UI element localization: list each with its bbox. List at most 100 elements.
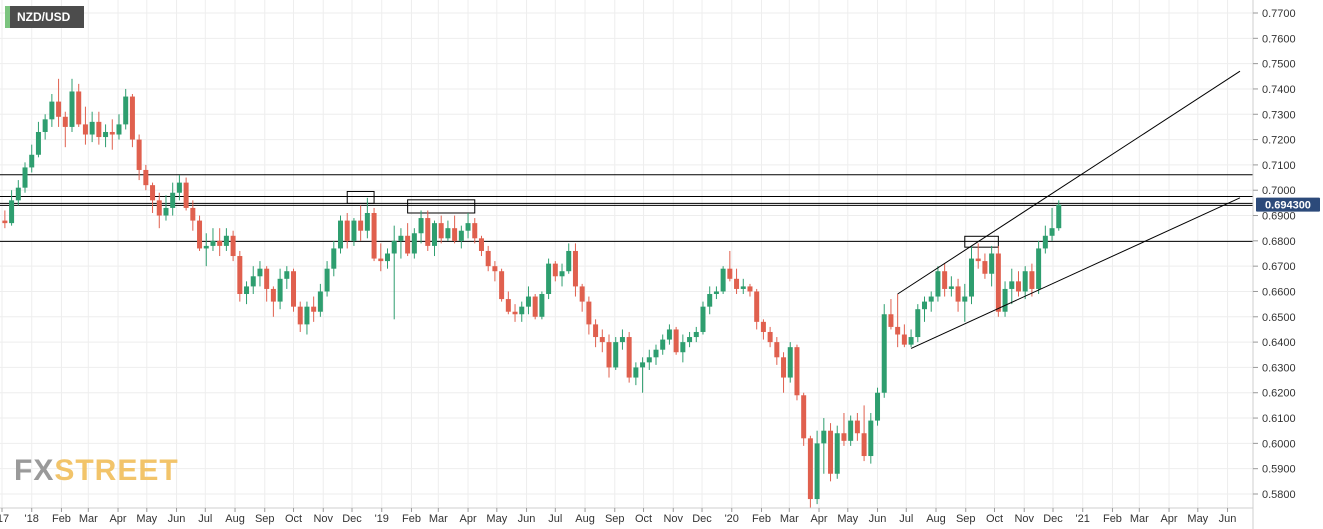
candle-up xyxy=(619,337,625,343)
candle-up xyxy=(525,296,531,307)
x-tick-label: Aug xyxy=(575,513,595,525)
candle-down xyxy=(230,235,236,257)
candle-down xyxy=(62,116,68,127)
y-tick-label: 0.6400 xyxy=(1262,337,1296,349)
candle-up xyxy=(559,271,565,277)
candle-down xyxy=(512,311,518,315)
candle-up xyxy=(693,331,699,338)
candle-down xyxy=(156,200,162,216)
candle-up xyxy=(244,286,250,295)
x-tick-label: '21 xyxy=(1076,513,1090,525)
candle-up xyxy=(257,268,263,277)
candle-down xyxy=(109,131,115,135)
x-tick-label: Jul xyxy=(198,513,212,525)
candle-up xyxy=(411,233,417,254)
x-tick-label: May xyxy=(486,513,507,525)
x-tick-label: Apr xyxy=(1160,513,1177,525)
candle-down xyxy=(472,223,478,239)
y-tick-label: 0.6300 xyxy=(1262,362,1296,374)
annotation-boxes xyxy=(346,190,999,248)
candle-up xyxy=(1056,204,1062,229)
candle-down xyxy=(143,169,149,186)
y-tick-label: 0.6800 xyxy=(1262,236,1296,248)
candle-up xyxy=(687,337,693,343)
x-tick-label: Jun xyxy=(518,513,536,525)
candle-down xyxy=(264,268,270,289)
candle-up xyxy=(539,294,545,317)
candle-up xyxy=(22,167,28,188)
candle-down xyxy=(888,314,894,327)
candle-up xyxy=(700,306,706,332)
candle-down xyxy=(190,207,196,221)
candle-down xyxy=(136,139,142,170)
candle-down xyxy=(129,96,135,140)
candle-up xyxy=(666,329,672,340)
fxstreet-watermark: FXSTREET xyxy=(14,454,179,487)
candle-up xyxy=(277,278,283,302)
candles xyxy=(2,78,1062,508)
candle-down xyxy=(485,250,491,267)
y-tick-label: 0.7700 xyxy=(1262,8,1296,20)
candle-down xyxy=(270,288,276,302)
candle-down xyxy=(593,324,599,338)
candle-down xyxy=(552,263,558,277)
candle-down xyxy=(56,101,62,117)
candle-up xyxy=(713,291,719,295)
zone-box xyxy=(346,190,375,204)
x-tick-label: Oct xyxy=(285,513,302,525)
candle-up xyxy=(445,228,451,239)
candle-up xyxy=(69,91,75,127)
candle-up xyxy=(123,96,129,125)
candle-down xyxy=(76,91,82,125)
y-tick-label: 0.5900 xyxy=(1262,464,1296,476)
y-tick-label: 0.6500 xyxy=(1262,312,1296,324)
candle-up xyxy=(640,362,646,368)
current-price-text: 0.694300 xyxy=(1265,200,1311,212)
candle-down xyxy=(378,258,384,262)
x-tick-label: Apr xyxy=(459,513,476,525)
candle-down xyxy=(572,250,578,287)
y-tick-label: 0.7100 xyxy=(1262,160,1296,172)
candle-up xyxy=(787,347,793,378)
x-tick-label: Jun xyxy=(869,513,887,525)
candle-up xyxy=(1049,228,1055,236)
candle-up xyxy=(928,296,934,302)
y-tick-label: 0.6900 xyxy=(1262,211,1296,223)
y-tick-label: 0.6100 xyxy=(1262,413,1296,425)
y-tick-label: 0.6600 xyxy=(1262,286,1296,298)
candle-up xyxy=(881,314,887,393)
candle-up xyxy=(391,240,397,254)
candle-up xyxy=(351,220,357,241)
candle-down xyxy=(183,182,189,208)
chart-grid xyxy=(0,0,1253,508)
current-price-label: 0.694300 xyxy=(1256,197,1320,212)
y-tick-label: 0.7200 xyxy=(1262,135,1296,147)
x-tick-label: '18 xyxy=(25,513,39,525)
candle-up xyxy=(398,235,404,241)
candle-down xyxy=(955,286,961,302)
candle-down xyxy=(895,326,901,335)
x-tick-label: Nov xyxy=(663,513,683,525)
candle-up xyxy=(546,263,552,295)
candle-up xyxy=(566,250,572,272)
x-tick-label: Feb xyxy=(52,513,71,525)
candle-up xyxy=(42,119,48,132)
candle-up xyxy=(908,337,914,345)
candle-down xyxy=(861,433,867,457)
x-tick-label: Feb xyxy=(402,513,421,525)
candle-up xyxy=(868,420,874,457)
candle-up xyxy=(720,268,726,292)
candle-up xyxy=(465,223,471,231)
x-tick-label: Dec xyxy=(692,513,712,525)
candle-down xyxy=(774,342,780,358)
trend-lines xyxy=(897,70,1241,349)
x-tick-label: Mar xyxy=(429,513,448,525)
x-tick-label: '19 xyxy=(375,513,389,525)
y-tick-label: 0.6200 xyxy=(1262,388,1296,400)
candle-up xyxy=(324,268,330,292)
candle-up xyxy=(431,223,437,246)
x-tick-label: Dec xyxy=(1043,513,1063,525)
candle-down xyxy=(438,223,444,239)
candle-down xyxy=(297,306,303,325)
